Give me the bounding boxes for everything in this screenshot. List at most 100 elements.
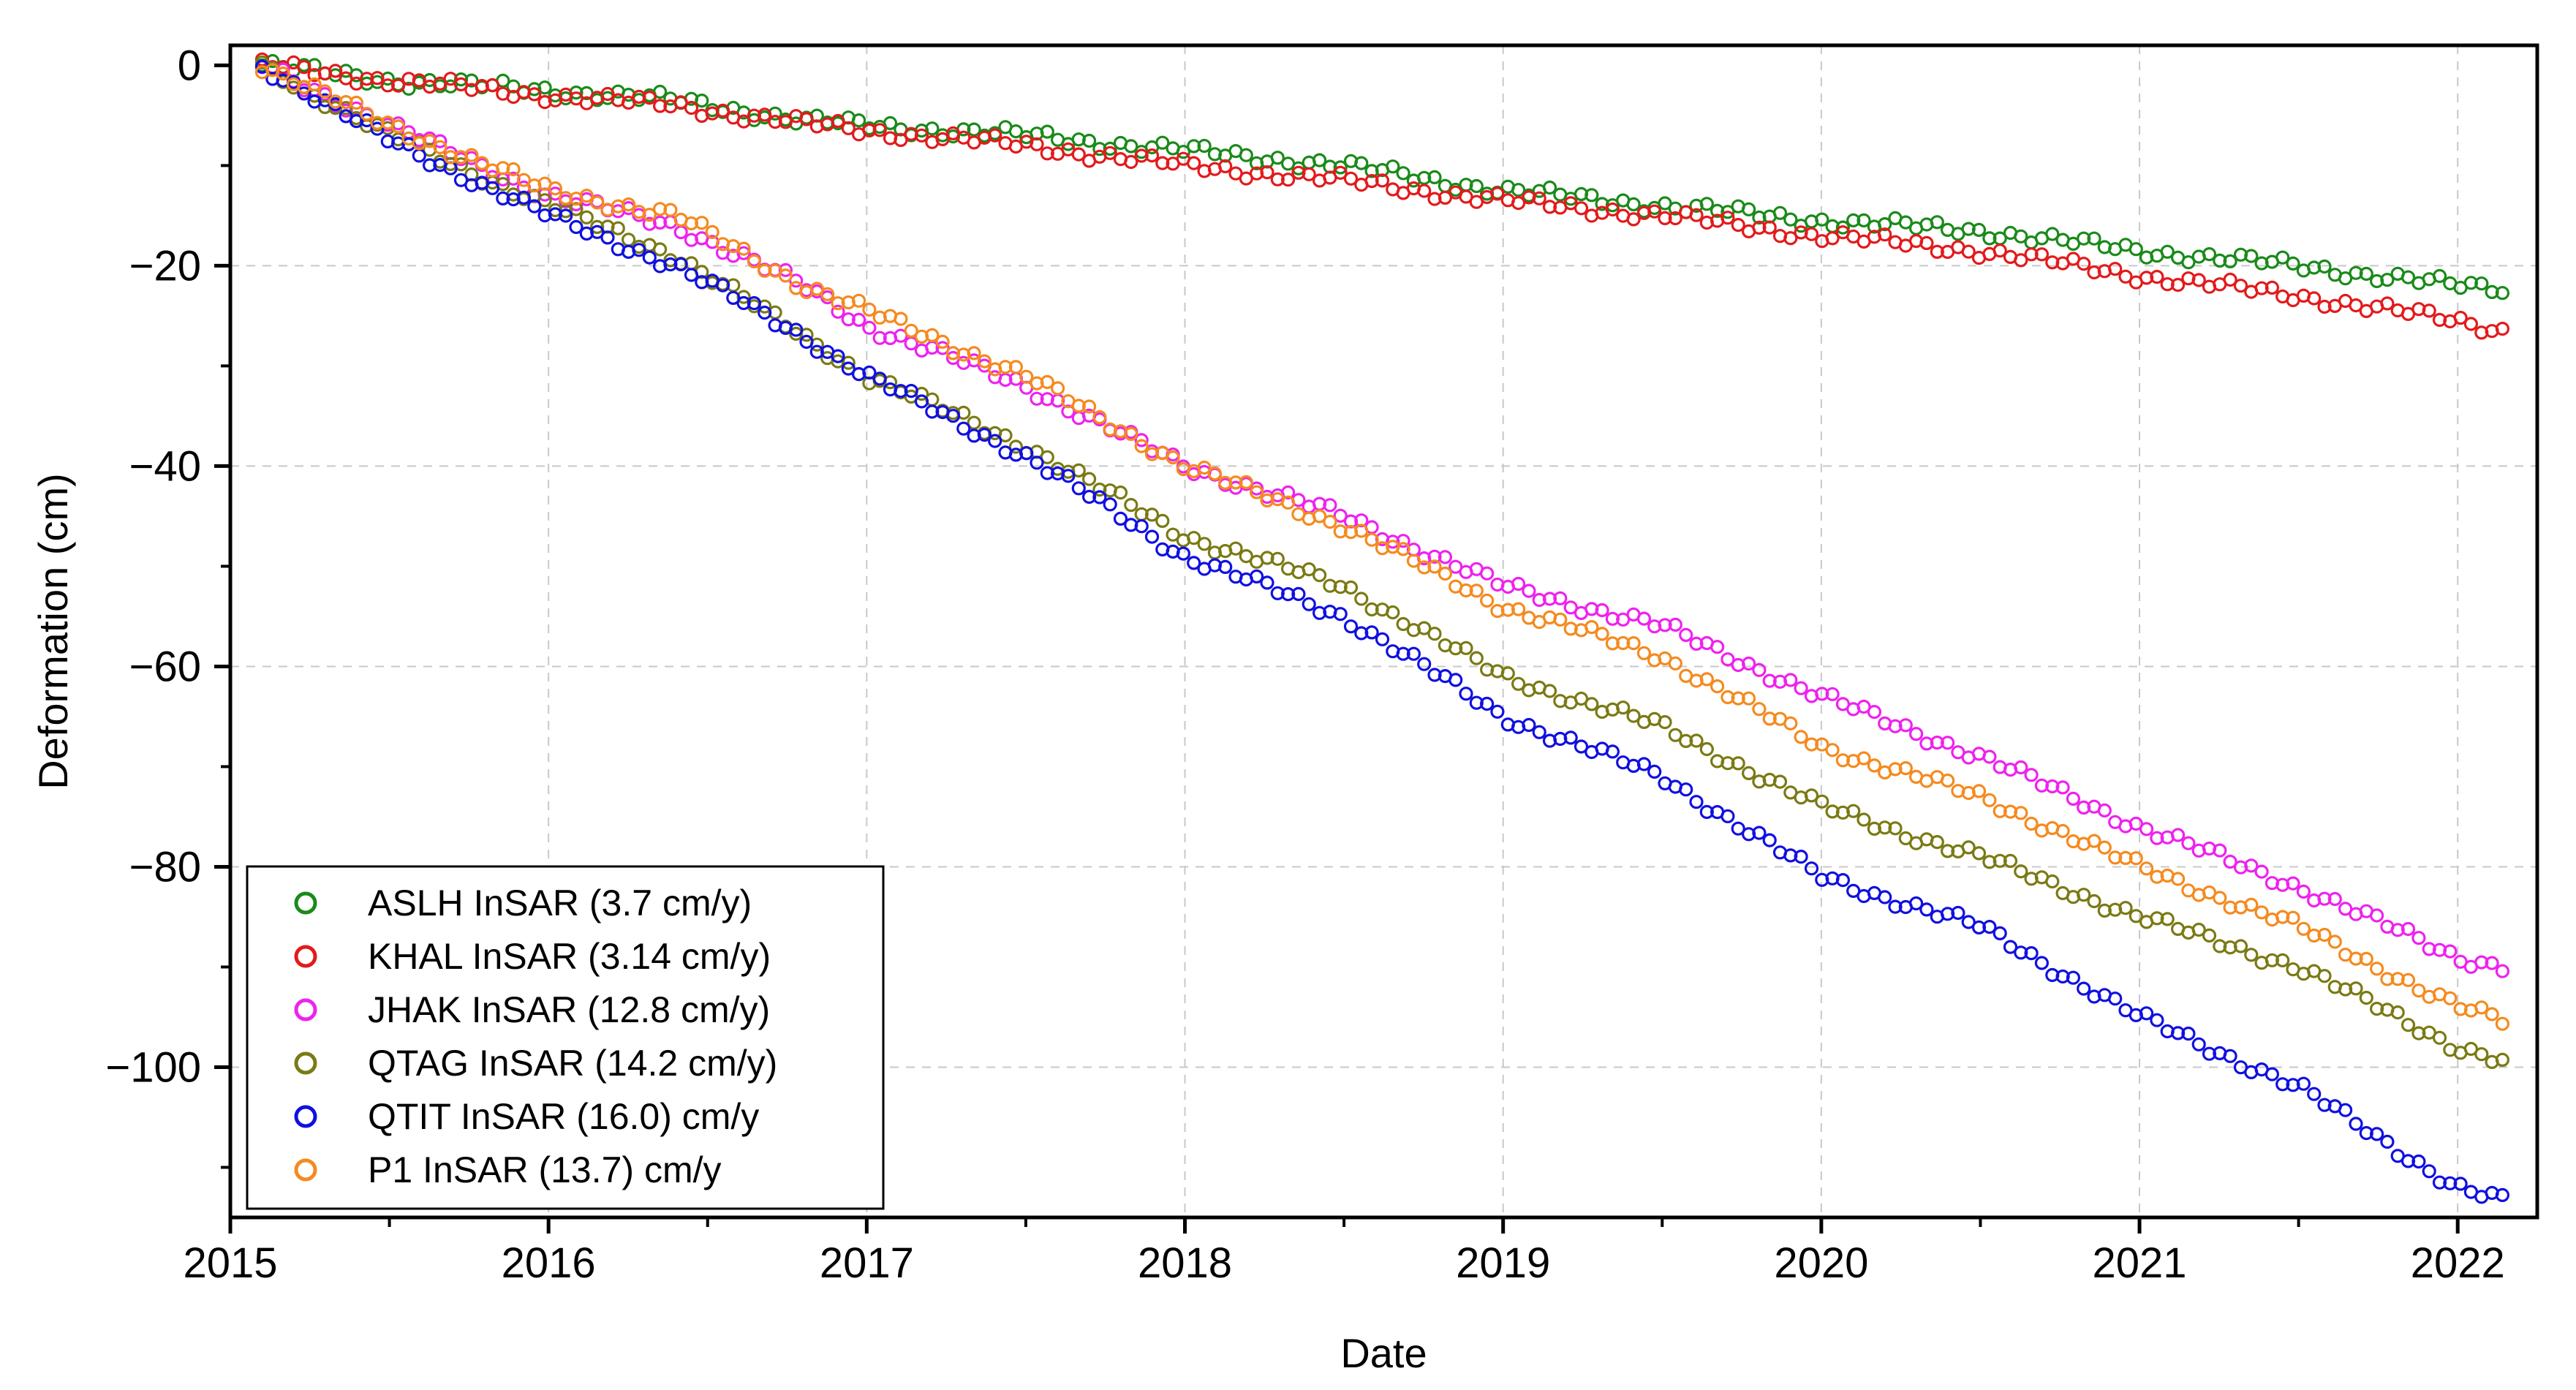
data-point	[1155, 135, 1170, 150]
data-point	[1197, 537, 1212, 551]
data-point	[2024, 945, 2039, 961]
data-point	[1092, 482, 1107, 497]
data-point	[1166, 527, 1180, 542]
data-point	[2432, 1030, 2447, 1045]
legend-marker	[294, 891, 317, 915]
data-point	[1019, 446, 1034, 461]
data-point	[2317, 927, 2332, 943]
data-point	[1176, 546, 1191, 561]
data-point	[2495, 1187, 2509, 1203]
data-point	[1636, 646, 1651, 660]
data-point	[1825, 687, 1840, 701]
data-point	[2254, 281, 2269, 295]
data-point	[2338, 271, 2353, 286]
data-point	[2390, 1005, 2405, 1020]
data-point	[2108, 850, 2123, 865]
data-point	[1721, 756, 1735, 771]
data-point	[1427, 559, 1442, 574]
data-point	[2233, 939, 2248, 953]
data-point	[2275, 910, 2290, 924]
data-point	[1511, 676, 1526, 691]
y-tick-label: −20	[129, 242, 201, 290]
data-point	[2495, 322, 2509, 336]
data-point	[1103, 497, 1117, 512]
data-point	[2474, 1000, 2489, 1015]
data-point	[1857, 751, 1871, 766]
data-point	[914, 128, 929, 143]
data-point	[1500, 603, 1515, 617]
data-point	[862, 365, 877, 380]
data-point	[2014, 945, 2028, 960]
data-point	[1249, 485, 1264, 499]
data-point	[2077, 888, 2091, 902]
data-point	[1333, 508, 1348, 523]
data-point	[2244, 897, 2259, 913]
data-point	[297, 60, 311, 75]
data-point	[1417, 184, 1432, 198]
data-point	[2003, 853, 2018, 869]
data-point	[632, 243, 646, 257]
data-point	[2191, 922, 2206, 937]
data-point	[2077, 257, 2091, 271]
data-point	[1323, 498, 1337, 513]
data-point	[935, 132, 950, 146]
data-point	[925, 328, 940, 342]
data-point	[1343, 171, 1359, 186]
data-point	[1679, 782, 1693, 797]
data-point	[1878, 227, 1892, 242]
data-point	[2463, 1041, 2478, 1057]
data-point	[2213, 253, 2227, 268]
data-point	[2317, 969, 2332, 983]
data-point	[684, 268, 699, 282]
data-point	[370, 71, 385, 86]
legend-label: JHAK InSAR (12.8 cm/y)	[368, 989, 770, 1030]
data-point	[1030, 391, 1044, 406]
data-point	[621, 233, 636, 247]
data-point	[851, 113, 866, 128]
data-point	[1553, 612, 1568, 627]
data-point	[1333, 580, 1348, 594]
data-point	[2160, 244, 2175, 259]
data-point	[2474, 276, 2489, 291]
data-point	[1280, 586, 1296, 602]
data-point	[778, 262, 793, 277]
data-point	[1574, 739, 1589, 754]
data-point	[2244, 948, 2259, 962]
data-point	[977, 354, 992, 369]
data-point	[736, 241, 751, 256]
data-point	[1040, 450, 1054, 464]
series-5	[254, 63, 2509, 1031]
legend-label: QTAG InSAR (14.2 cm/y)	[368, 1043, 777, 1084]
data-point	[1134, 439, 1149, 453]
data-point	[1982, 793, 1997, 807]
data-point	[621, 197, 636, 212]
data-point	[2014, 806, 2028, 820]
data-point	[1993, 926, 2007, 941]
data-point	[1574, 201, 1589, 216]
data-point	[370, 116, 385, 130]
data-point	[2077, 231, 2091, 246]
data-point	[1731, 821, 1745, 836]
data-point	[516, 190, 532, 205]
data-point	[2118, 901, 2133, 915]
data-point	[380, 78, 395, 93]
data-point	[1783, 212, 1798, 227]
data-point	[1930, 244, 1944, 259]
data-point	[590, 195, 605, 210]
data-point	[2359, 266, 2373, 282]
data-point	[1354, 592, 1369, 606]
y-axis: 0 −20 −40 −60 −80 −100	[105, 42, 230, 1169]
data-point	[579, 96, 594, 110]
data-point	[600, 86, 615, 102]
data-point	[1668, 211, 1682, 226]
data-point	[1993, 853, 2007, 868]
data-point	[2139, 822, 2154, 836]
data-point	[1092, 409, 1107, 425]
data-point	[1971, 784, 1987, 798]
data-point	[673, 95, 688, 110]
data-point	[390, 119, 406, 134]
data-point	[1595, 627, 1609, 641]
data-point	[1081, 133, 1097, 148]
data-point	[1532, 191, 1546, 205]
data-point	[1699, 741, 1714, 757]
